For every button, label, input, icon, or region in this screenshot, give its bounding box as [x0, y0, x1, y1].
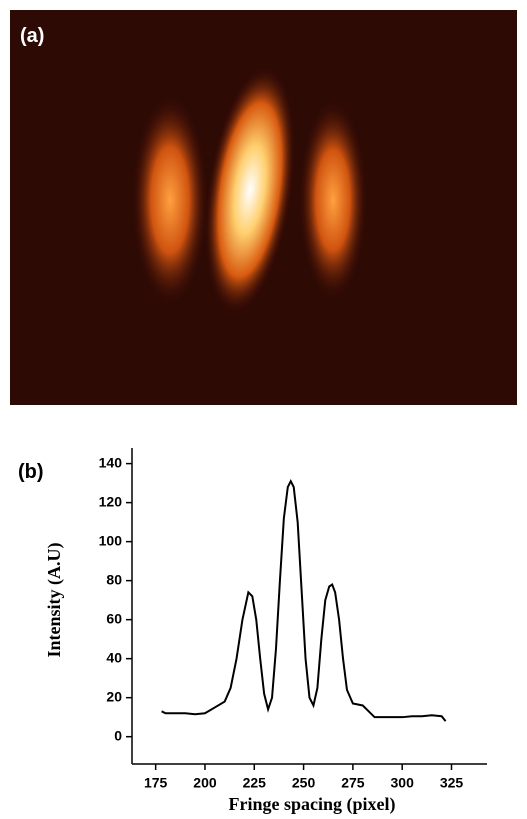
x-tick-label: 225 — [243, 775, 267, 791]
central-fringe — [204, 66, 296, 314]
side-fringe — [299, 100, 367, 300]
x-tick-label: 250 — [292, 775, 316, 791]
y-tick-label: 120 — [99, 493, 123, 509]
y-tick-label: 100 — [99, 532, 123, 548]
y-tick-label: 80 — [106, 571, 122, 587]
x-tick-label: 275 — [341, 775, 365, 791]
x-axis-title: Fringe spacing (pixel) — [229, 794, 396, 815]
side-fringe — [132, 95, 208, 305]
y-tick-label: 60 — [106, 610, 122, 626]
y-tick-label: 40 — [106, 649, 122, 665]
image-panel: (a) — [10, 10, 517, 405]
x-tick-label: 325 — [440, 775, 464, 791]
x-tick-label: 175 — [144, 775, 168, 791]
data-line — [161, 478, 447, 722]
panel-label: (b) — [18, 461, 44, 483]
x-tick-label: 300 — [391, 775, 415, 791]
y-tick-label: 0 — [114, 727, 122, 743]
panel-label: (a) — [20, 25, 44, 47]
y-tick-label: 20 — [106, 688, 122, 704]
x-tick-label: 200 — [193, 775, 217, 791]
y-axis-title: Intensity (A.U) — [44, 542, 65, 657]
y-tick-label: 140 — [99, 454, 123, 470]
